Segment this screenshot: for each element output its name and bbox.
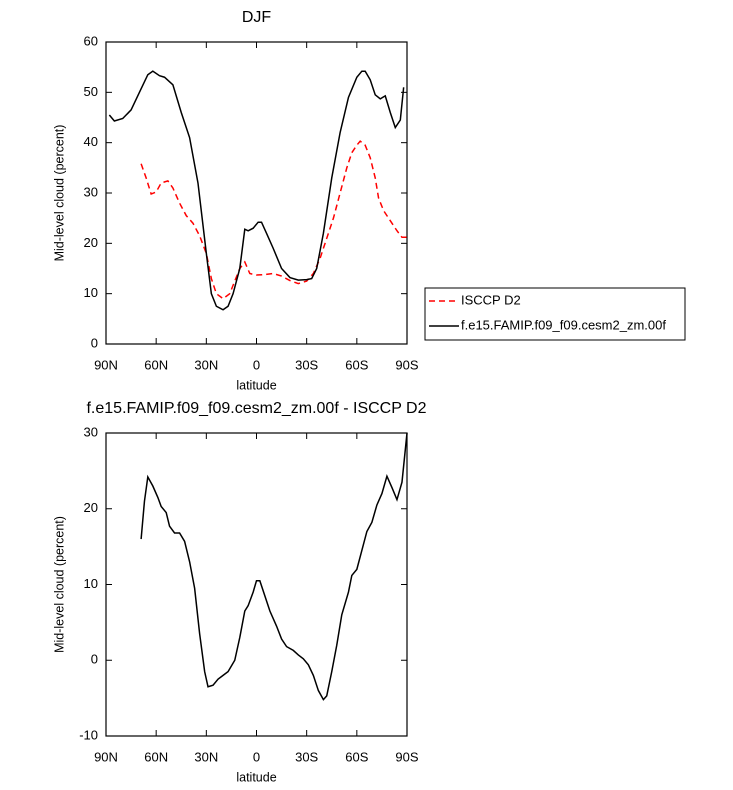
x-tick-label: 60S bbox=[345, 357, 368, 372]
x-tick-label: 0 bbox=[253, 749, 260, 764]
chart-title: DJF bbox=[242, 9, 272, 26]
legend-label: ISCCP D2 bbox=[461, 292, 521, 307]
y-tick-label: 0 bbox=[91, 652, 98, 667]
data-line bbox=[140, 432, 408, 701]
x-axis-label: latitude bbox=[236, 770, 276, 784]
x-tick-label: 60S bbox=[345, 749, 368, 764]
x-tick-label: 90N bbox=[94, 749, 118, 764]
data-line bbox=[108, 70, 405, 311]
x-axis-label: latitude bbox=[236, 378, 276, 392]
x-tick-label: 90S bbox=[395, 357, 418, 372]
x-tick-label: 30S bbox=[295, 749, 318, 764]
y-axis-label: Mid-level cloud (percent) bbox=[52, 516, 66, 653]
data-line bbox=[140, 140, 407, 300]
x-tick-label: 0 bbox=[253, 357, 260, 372]
y-tick-label: 30 bbox=[84, 424, 98, 439]
y-tick-label: 40 bbox=[84, 134, 98, 149]
x-tick-label: 30N bbox=[194, 749, 218, 764]
y-tick-label: 50 bbox=[84, 84, 98, 99]
legend-box bbox=[424, 287, 686, 341]
y-tick-label: -10 bbox=[79, 727, 98, 742]
y-tick-label: 20 bbox=[84, 500, 98, 515]
x-tick-label: 90S bbox=[395, 749, 418, 764]
y-tick-label: 10 bbox=[84, 285, 98, 300]
x-tick-label: 90N bbox=[94, 357, 118, 372]
plot-frame bbox=[105, 432, 408, 737]
y-tick-label: 20 bbox=[84, 235, 98, 250]
plot-frame bbox=[105, 41, 408, 345]
x-tick-label: 30N bbox=[194, 357, 218, 372]
y-tick-label: 30 bbox=[84, 184, 98, 199]
chart-title: f.e15.FAMIP.f09_f09.cesm2_zm.00f - ISCCP… bbox=[86, 400, 426, 417]
y-tick-label: 60 bbox=[84, 33, 98, 48]
y-tick-label: 10 bbox=[84, 576, 98, 591]
legend-label: f.e15.FAMIP.f09_f09.cesm2_zm.00f bbox=[461, 317, 666, 332]
x-tick-label: 30S bbox=[295, 357, 318, 372]
y-axis-label: Mid-level cloud (percent) bbox=[52, 125, 66, 262]
y-tick-label: 0 bbox=[91, 335, 98, 350]
x-tick-label: 60N bbox=[144, 749, 168, 764]
x-tick-label: 60N bbox=[144, 357, 168, 372]
